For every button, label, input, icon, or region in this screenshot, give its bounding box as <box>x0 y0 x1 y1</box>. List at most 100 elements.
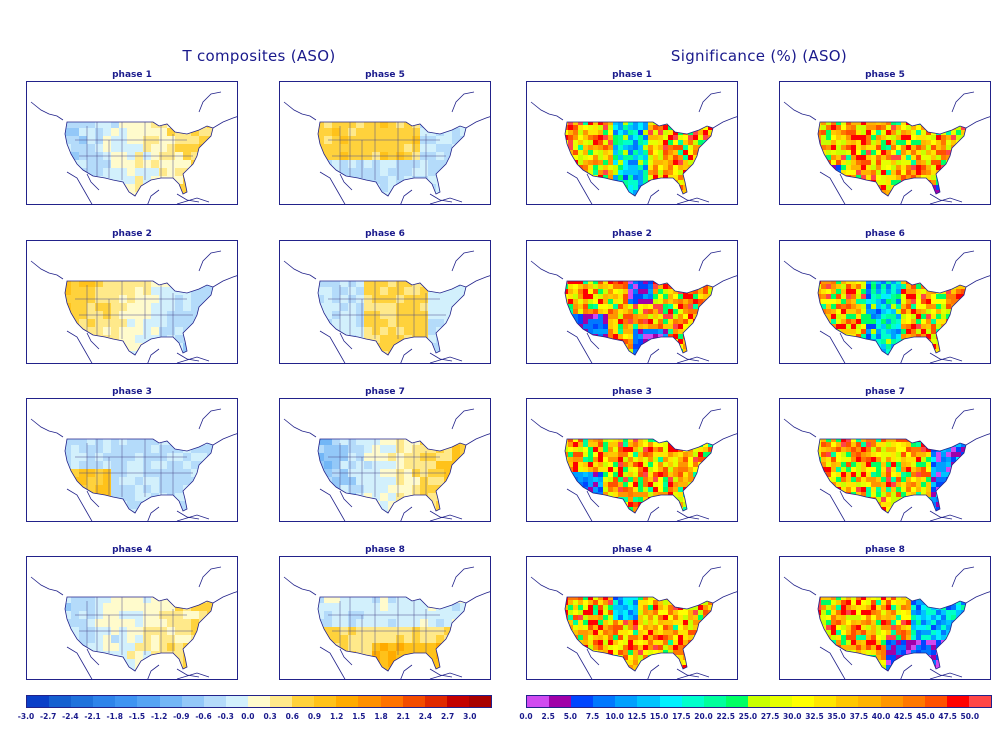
map-field <box>565 122 713 196</box>
colorbar-swatch <box>336 696 359 707</box>
colorbar-tick-label: 3.0 <box>463 712 477 721</box>
colorbar-tick-label: 50.0 <box>960 712 980 721</box>
sig-panel-title-6: phase 6 <box>865 229 905 239</box>
significance-map-panel-8 <box>779 556 991 680</box>
coastlines <box>30 91 237 204</box>
significance-map-panel-1 <box>526 81 738 205</box>
colorbar-swatch <box>814 696 837 707</box>
map-svg <box>783 250 990 363</box>
temperature-map-panel-4 <box>26 556 238 680</box>
colorbar-swatch <box>946 696 969 707</box>
colorbar-tick-label: 47.5 <box>938 712 957 721</box>
colorbar-tick-label: -1.8 <box>106 712 123 721</box>
coastlines <box>530 566 737 679</box>
map-svg <box>530 250 737 363</box>
map-field <box>818 281 966 355</box>
colorbar-tick-label: -2.4 <box>62 712 79 721</box>
colorbar-swatch <box>615 696 638 707</box>
colorbar-temperature-labels: -3.0 -2.7 -2.4 -2.1 -1.8 -1.5 -1.2 -0.9 -0.6 -0.3… <box>18 712 492 724</box>
colorbar-tick-label: 2.1 <box>396 712 410 721</box>
map-svg <box>30 408 237 521</box>
colorbar-swatch <box>137 696 160 707</box>
colorbar-tick-label: -0.3 <box>217 712 234 721</box>
colorbar-swatch <box>924 696 947 707</box>
map-svg <box>30 91 237 204</box>
colorbar-swatch <box>159 696 182 707</box>
group-title-significance: Significance (%) (ASO) <box>670 47 848 65</box>
temp-panel-title-7: phase 7 <box>365 387 405 397</box>
colorbar-tick-label: -3.0 <box>17 712 35 721</box>
country-outline <box>564 280 714 356</box>
coastlines <box>530 408 737 521</box>
country-outline <box>317 121 467 197</box>
colorbar-swatch <box>593 696 616 707</box>
colorbar-tick-label: -1.5 <box>128 712 146 721</box>
significance-map-panel-4 <box>526 556 738 680</box>
map-svg <box>30 566 237 679</box>
country-outline <box>564 438 714 514</box>
temperature-map-panel-7 <box>279 398 491 522</box>
colorbar-swatch <box>203 696 226 707</box>
colorbar-tick-label: -1.2 <box>150 712 168 721</box>
temp-panel-title-5: phase 5 <box>365 70 405 80</box>
map-svg <box>783 408 990 521</box>
country-outline <box>64 280 214 356</box>
colorbar-tick-label: 25.0 <box>738 712 758 721</box>
colorbar-tick-label: 22.5 <box>716 712 735 721</box>
coastlines <box>30 408 237 521</box>
colorbar-swatch <box>424 696 447 707</box>
colorbar-swatch <box>270 696 293 707</box>
sig-panel-title-7: phase 7 <box>865 387 905 397</box>
colorbar-tick-label: 0.0 <box>241 712 255 721</box>
colorbar-swatch <box>880 696 903 707</box>
colorbar-tick-label: 30.0 <box>783 712 802 721</box>
colorbar-swatch <box>225 696 248 707</box>
colorbar-temperature <box>26 695 492 708</box>
colorbar-swatch <box>93 696 116 707</box>
colorbar-tick-label: 1.2 <box>330 712 344 721</box>
country-outline <box>317 438 467 514</box>
map-field <box>565 597 713 671</box>
colorbar-tick-label: 37.5 <box>849 712 869 721</box>
colorbar-tick-label: 20.0 <box>694 712 713 721</box>
colorbar-tick-label: 2.7 <box>440 712 455 721</box>
colorbar-tick-label: 7.5 <box>585 712 600 721</box>
temp-panel-title-1: phase 1 <box>112 70 152 80</box>
group-title-t-composites: T composites (ASO) <box>182 47 336 65</box>
sig-panel-title-2: phase 2 <box>612 229 652 239</box>
temperature-map-panel-2 <box>26 240 238 364</box>
state-borders <box>75 122 193 180</box>
state-borders <box>328 439 446 497</box>
significance-map-panel-7 <box>779 398 991 522</box>
colorbar-swatch <box>770 696 793 707</box>
temperature-map-panel-5 <box>279 81 491 205</box>
colorbar-swatch <box>725 696 748 707</box>
coastlines <box>530 91 737 204</box>
colorbar-swatch <box>703 696 726 707</box>
temperature-map-panel-1 <box>26 81 238 205</box>
colorbar-swatch <box>527 696 550 707</box>
map-svg <box>530 408 737 521</box>
colorbar-swatch <box>292 696 315 707</box>
colorbar-tick-label: -2.7 <box>39 712 57 721</box>
colorbar-tick-label: 27.5 <box>760 712 780 721</box>
country-outline <box>64 596 214 672</box>
colorbar-tick-label: 45.0 <box>916 712 935 721</box>
colorbar-swatch <box>49 696 72 707</box>
map-svg <box>283 250 490 363</box>
colorbar-tick-label: 40.0 <box>871 712 891 721</box>
map-field <box>818 597 966 671</box>
colorbar-tick-label: 1.5 <box>352 712 366 721</box>
country-outline <box>564 596 714 672</box>
colorbar-swatch <box>181 696 204 707</box>
state-borders <box>75 439 193 497</box>
country-outline <box>817 596 967 672</box>
colorbar-swatch <box>747 696 771 707</box>
temperature-map-panel-8 <box>279 556 491 680</box>
map-svg <box>783 91 990 204</box>
colorbar-swatch <box>571 696 594 707</box>
colorbar-swatch <box>27 696 50 707</box>
country-outline <box>317 596 467 672</box>
colorbar-swatch <box>468 696 491 707</box>
country-outline <box>817 280 967 356</box>
